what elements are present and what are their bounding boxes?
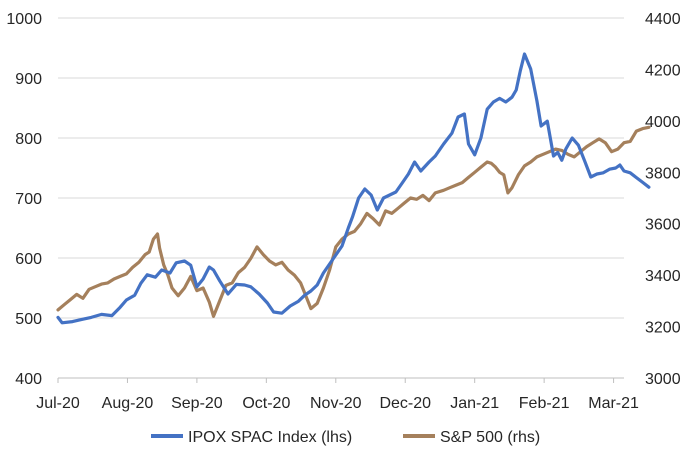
- left-tick-label: 700: [15, 191, 42, 208]
- left-axis-ticks: 400 500 600 700 800 900 1000: [6, 11, 42, 388]
- legend-label-spac: IPOX SPAC Index (lhs): [188, 429, 352, 446]
- legend: IPOX SPAC Index (lhs) S&P 500 (rhs): [151, 429, 540, 446]
- left-tick-label: 600: [15, 251, 42, 268]
- right-tick-label: 3400: [645, 268, 681, 285]
- x-tick-label: Oct-20: [242, 395, 290, 412]
- right-tick-label: 4200: [645, 62, 681, 79]
- right-tick-label: 3200: [645, 320, 681, 337]
- right-axis-ticks: 3000 3200 3400 3600 3800 4000 4200 4400: [645, 11, 681, 388]
- gridlines: [58, 17, 624, 319]
- x-tick-label: Jan-21: [450, 395, 499, 412]
- right-tick-label: 3600: [645, 217, 681, 234]
- legend-label-sp500: S&P 500 (rhs): [440, 429, 540, 446]
- x-tick-label: Nov-20: [310, 395, 362, 412]
- left-tick-label: 500: [15, 311, 42, 328]
- right-tick-label: 3000: [645, 371, 681, 388]
- left-tick-label: 800: [15, 131, 42, 148]
- series-line-sp500: [56, 125, 651, 318]
- x-tick-label: Mar-21: [588, 395, 639, 412]
- x-axis-ticks: Jul-20 Aug-20 Sep-20 Oct-20 Nov-20 Dec-20 Jan-…: [36, 378, 639, 412]
- x-tick-label: Aug-20: [102, 395, 154, 412]
- left-tick-label: 900: [15, 71, 42, 88]
- left-tick-label: 1000: [6, 11, 42, 28]
- x-tick-label: Feb-21: [519, 395, 570, 412]
- left-tick-label: 400: [15, 371, 42, 388]
- x-tick-label: Dec-20: [379, 395, 431, 412]
- x-tick-label: Jul-20: [36, 395, 80, 412]
- x-tick-label: Sep-20: [171, 395, 223, 412]
- right-tick-label: 4400: [645, 11, 681, 28]
- series-lines: [56, 52, 651, 325]
- right-tick-label: 3800: [645, 165, 681, 182]
- right-tick-label: 4000: [645, 114, 681, 131]
- series-line-spac: [56, 52, 651, 325]
